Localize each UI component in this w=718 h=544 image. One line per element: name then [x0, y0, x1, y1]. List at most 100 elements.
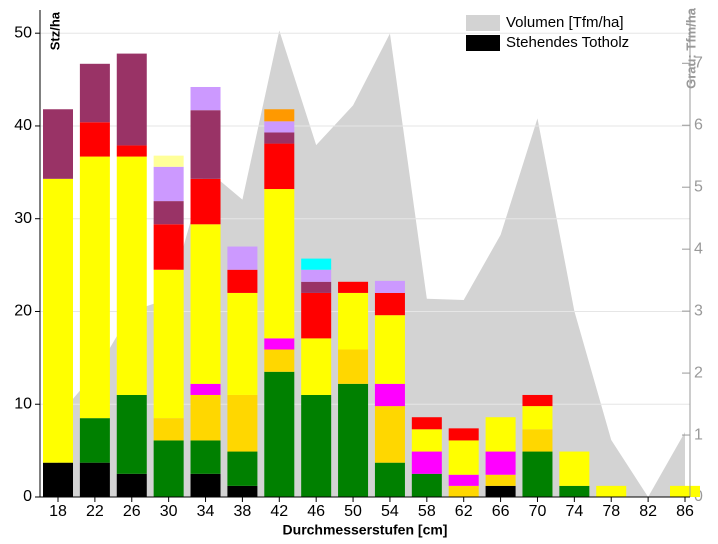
bar-segment [448, 440, 479, 475]
legend-label: Volumen [Tfm/ha] [506, 14, 624, 31]
bar-segment [485, 474, 516, 486]
bar-segment [153, 269, 184, 419]
bar-segment [79, 418, 110, 463]
bar-segment [227, 394, 258, 452]
x-tick-label: 70 [529, 503, 547, 520]
bar-segment [190, 110, 221, 179]
x-tick-label: 50 [344, 503, 362, 520]
bar-segment [190, 178, 221, 225]
bar-segment [190, 383, 221, 395]
y-tick-label: 50 [14, 24, 32, 41]
bar-segment [374, 280, 405, 293]
bar-segment [522, 429, 553, 452]
bar-segment [485, 417, 516, 452]
bar-segment [522, 394, 553, 407]
bar-segment [448, 485, 479, 497]
bar-segment [190, 86, 221, 111]
bar-segment [43, 178, 73, 463]
bar-segment [448, 474, 479, 486]
bar-segment [301, 338, 332, 395]
y2-tick-label: 1 [694, 426, 703, 443]
x-tick-label: 42 [270, 503, 288, 520]
bar-segment [153, 155, 184, 167]
y-tick-label: 0 [23, 488, 32, 505]
bar-segment [43, 462, 73, 497]
bar-segment [227, 451, 258, 486]
x-tick-label: 66 [492, 503, 510, 520]
bar-segment [264, 189, 295, 339]
bar-segment [374, 406, 405, 463]
bar-segment [301, 394, 332, 497]
bar-segment [227, 269, 258, 293]
bar-segment [264, 338, 295, 350]
y-tick-label: 40 [14, 117, 32, 134]
bar-segment [264, 132, 295, 144]
bar-segment [301, 269, 332, 282]
bar-segment [485, 451, 516, 475]
x-tick-label: 82 [639, 503, 657, 520]
bar-segment [374, 462, 405, 497]
x-tick-label: 34 [197, 503, 215, 520]
bar-segment [338, 383, 369, 497]
bar-segment [190, 394, 221, 441]
bar-segment [227, 485, 258, 497]
bar-segment [411, 429, 442, 452]
bar-segment [264, 349, 295, 372]
x-tick-label: 46 [307, 503, 325, 520]
bar-segment [338, 349, 369, 384]
bar-segment [116, 156, 147, 395]
bar-segment [79, 122, 110, 157]
bar-segment [411, 417, 442, 430]
y-tick-label: 30 [14, 210, 32, 227]
bar-segment [559, 485, 590, 497]
bar-segment [301, 281, 332, 293]
bar-segment [411, 473, 442, 497]
y2-tick-label: 7 [694, 55, 703, 72]
bar-segment [374, 292, 405, 316]
bar-segment [338, 292, 369, 350]
x-axis-label: Durchmesserstufen [cm] [283, 522, 448, 538]
bar-segment [116, 394, 147, 474]
bar-segment [264, 121, 295, 133]
bar-segment [264, 109, 295, 122]
x-tick-label: 18 [49, 503, 67, 520]
x-tick-label: 26 [123, 503, 141, 520]
volume-area [58, 30, 685, 498]
x-tick-label: 22 [86, 503, 104, 520]
y-axis-label: Stz/ha [47, 11, 62, 50]
bar-segment [79, 462, 110, 497]
bar-segment [43, 109, 73, 179]
bar-segment [153, 201, 184, 225]
x-tick-label: 30 [160, 503, 178, 520]
bar-segment [559, 451, 590, 486]
bar-segment [264, 143, 295, 190]
y2-tick-label: 6 [694, 116, 703, 133]
x-tick-label: 54 [381, 503, 399, 520]
x-tick-label: 58 [418, 503, 436, 520]
x-tick-label: 78 [602, 503, 620, 520]
legend-swatch [466, 15, 500, 31]
bar-segment [153, 166, 184, 202]
bar-segment [190, 440, 221, 474]
bar-segment [153, 418, 184, 441]
bar-segment [153, 224, 184, 270]
y-tick-label: 20 [14, 303, 32, 320]
bar-segment [116, 473, 147, 497]
bar-segment [596, 485, 627, 497]
bar-segment [264, 371, 295, 497]
bar-segment [448, 428, 479, 441]
bar-segment [153, 440, 184, 497]
x-tick-label: 62 [455, 503, 473, 520]
y-tick-label: 10 [14, 395, 32, 412]
bar-segment [374, 383, 405, 407]
y2-tick-label: 3 [694, 302, 703, 319]
bar-segment [301, 258, 332, 270]
bar-segment [522, 451, 553, 497]
bar-segment [79, 63, 110, 123]
bar-segment [227, 292, 258, 395]
bar-segment [190, 473, 221, 497]
bar-segment [338, 281, 369, 293]
y2-tick-label: 5 [694, 178, 703, 195]
y2-axis-label: Grau: Tfm/ha [683, 7, 698, 89]
